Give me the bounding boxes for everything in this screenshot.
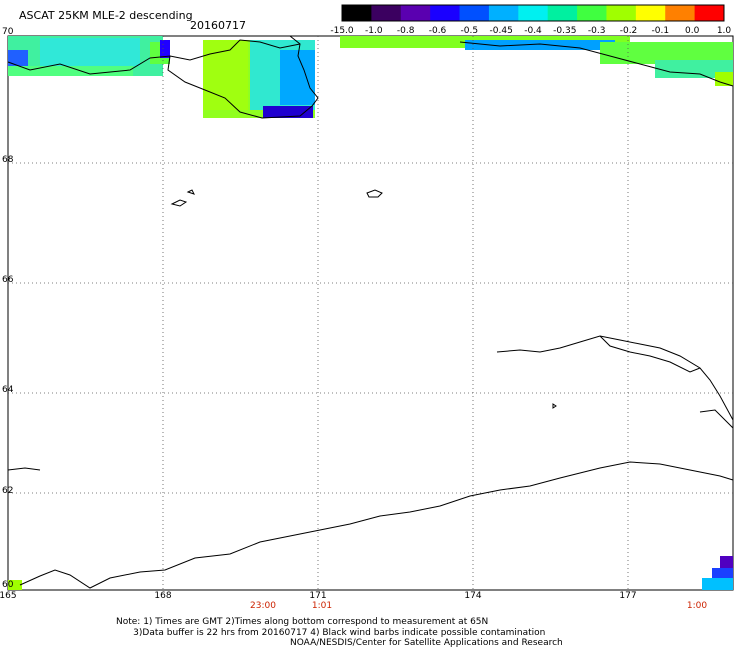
colorbar-segment [371, 5, 402, 21]
colorbar-segment [635, 5, 666, 21]
colorbar-segment [518, 5, 549, 21]
lon-label: 168 [154, 591, 172, 601]
colorbar-segment [547, 5, 578, 21]
colorbar-segment [577, 5, 607, 21]
colorbar-tick-label: -0.45 [489, 26, 513, 36]
lat-label: 70 [2, 27, 14, 37]
colorbar-tick-label: -0.6 [428, 26, 447, 36]
time-label: 23:00 [250, 601, 276, 611]
map-date: 20160717 [190, 19, 246, 32]
map-title: ASCAT 25KM MLE-2 descending [19, 9, 193, 22]
colorbar-segment [400, 5, 431, 21]
graticule [8, 36, 733, 590]
colorbar-tick-label: -0.35 [553, 26, 577, 36]
footer-notes: Note: 1) Times are GMT 2)Times along bot… [116, 617, 546, 638]
colorbar-tick-label: -0.3 [587, 26, 606, 36]
colorbar [341, 4, 725, 22]
colorbar-tick-label: -15.0 [330, 26, 354, 36]
colorbar-tick-label: 1.0 [716, 26, 732, 36]
colorbar-tick-label: -0.2 [619, 26, 638, 36]
colorbar-segment [606, 5, 637, 21]
lon-label: 165 [0, 591, 17, 601]
colorbar-tick-label: -1.0 [365, 26, 383, 36]
colorbar-tick-label: -0.8 [396, 26, 415, 36]
lat-label: 62 [2, 486, 14, 496]
swath-data-bottom-left [8, 580, 22, 590]
lat-label: 66 [2, 275, 14, 285]
footer-credit: NOAA/NESDIS/Center for Satellite Applica… [290, 638, 563, 648]
lon-label: 171 [309, 591, 327, 601]
swath-data-top-middle [203, 40, 315, 118]
swath-data-bottom-right [702, 556, 733, 590]
swath-data-top-right [340, 36, 733, 86]
lat-label: 68 [2, 155, 14, 165]
lat-label: 60 [2, 580, 14, 590]
colorbar-tick-label: -0.5 [460, 26, 479, 36]
colorbar-segment [694, 5, 725, 21]
time-label: 1:01 [311, 601, 333, 611]
colorbar-tick-label: -0.4 [524, 26, 542, 36]
coastlines [7, 35, 734, 589]
colorbar-tick-label: -0.1 [651, 26, 670, 36]
colorbar-segment [459, 5, 490, 21]
time-label: 1:00 [686, 601, 708, 611]
lon-label: 174 [464, 591, 482, 601]
colorbar-segment [665, 5, 696, 21]
colorbar-segment [430, 5, 461, 21]
map-frame [7, 35, 734, 591]
lon-label: 177 [619, 591, 637, 601]
colorbar-segment [488, 5, 519, 21]
colorbar-frame [341, 4, 725, 22]
colorbar-tick-label: 0.0 [684, 26, 700, 36]
colorbar-segment [342, 5, 372, 21]
lat-label: 64 [2, 385, 14, 395]
